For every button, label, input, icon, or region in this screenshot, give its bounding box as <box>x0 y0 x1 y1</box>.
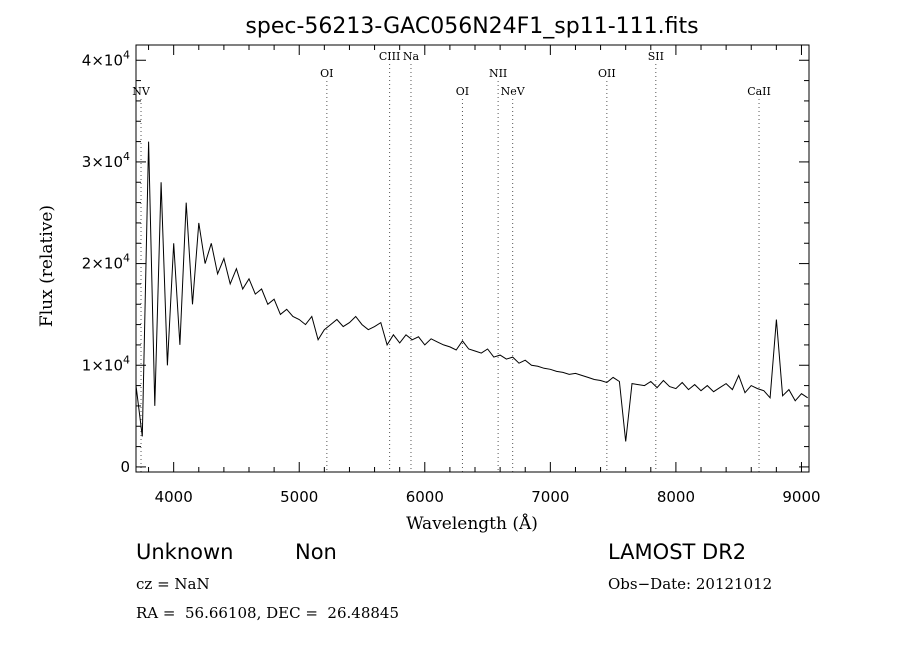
line-label: OI <box>456 85 469 98</box>
spectrum-series <box>135 141 808 442</box>
line-label: NV <box>132 85 151 98</box>
x-axis-title: Wavelength (Å) <box>406 513 538 534</box>
y-axis-title: Flux (relative) <box>37 205 57 327</box>
y-tick-label: 2×104 <box>82 252 130 273</box>
x-tick-label: 7000 <box>531 488 569 506</box>
plot-frame <box>135 44 810 473</box>
y-tick-label: 4×104 <box>82 48 130 69</box>
redshift-label: cz = NaN <box>136 575 210 593</box>
subclass-label: Non <box>295 540 337 564</box>
y-tick-label: 0 <box>120 458 130 476</box>
y-tick-label: 1×104 <box>82 353 130 374</box>
line-label: SII <box>648 50 664 63</box>
obs-date-label: Obs−Date: 20121012 <box>608 575 773 593</box>
x-tick-label: 6000 <box>406 488 444 506</box>
coordinates-label: RA = 56.66108, DEC = 26.48845 <box>136 604 400 622</box>
chart-title: spec-56213-GAC056N24F1_sp11-111.fits <box>245 14 698 39</box>
x-tick-label: 4000 <box>155 488 193 506</box>
line-label: OI <box>320 67 333 80</box>
line-label: NII <box>489 67 507 80</box>
y-tick-label: 3×104 <box>82 150 130 171</box>
line-label: CaII <box>747 85 771 98</box>
spectrum-line-0 <box>135 141 808 442</box>
class-label: Unknown <box>136 540 234 564</box>
line-label: CIII <box>379 50 400 63</box>
x-tick-label: 9000 <box>782 488 820 506</box>
x-tick-label: 5000 <box>280 488 318 506</box>
spectral-line-markers: NV OI CIII Na OI NII NeV OII SII CaII <box>132 50 771 472</box>
survey-label: LAMOST DR2 <box>608 540 747 564</box>
line-label: Na <box>403 50 420 63</box>
line-label: NeV <box>501 85 526 98</box>
axis-ticks: 4000 5000 6000 7000 8000 9000 0 1×104 2×104 3×104… <box>82 45 821 506</box>
x-tick-label: 8000 <box>657 488 695 506</box>
line-label: OII <box>598 67 616 80</box>
